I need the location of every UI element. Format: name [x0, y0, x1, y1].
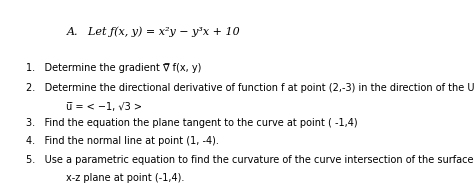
Text: x-z plane at point (-1,4).: x-z plane at point (-1,4).: [66, 173, 185, 183]
Text: 4.   Find the normal line at point (1, -4).: 4. Find the normal line at point (1, -4)…: [26, 136, 219, 146]
Text: ū̅ = < −1, √3 >: ū̅ = < −1, √3 >: [66, 102, 142, 112]
Text: A.   Let ƒ(x, y) = x²y − y³x + 10: A. Let ƒ(x, y) = x²y − y³x + 10: [66, 27, 240, 37]
Text: 5.   Use a parametric equation to find the curvature of the curve intersection o: 5. Use a parametric equation to find the…: [26, 155, 474, 165]
Text: 2.   Determine the directional derivative of function f at point (2,-3) in the d: 2. Determine the directional derivative …: [26, 83, 474, 93]
Text: 3.   Find the equation the plane tangent to the curve at point ( -1,4): 3. Find the equation the plane tangent t…: [26, 118, 358, 128]
Text: 1.   Determine the gradient ∇̅ f(x, y): 1. Determine the gradient ∇̅ f(x, y): [26, 63, 201, 73]
